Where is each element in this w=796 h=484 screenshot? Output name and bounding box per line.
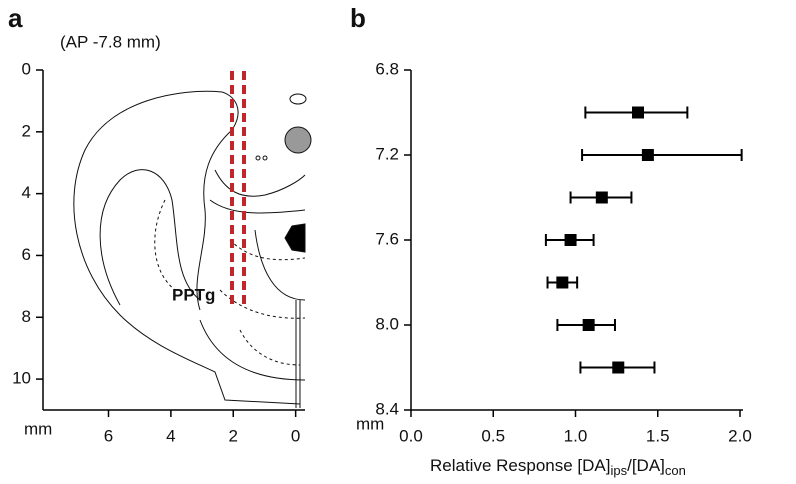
x-axis-label: mm xyxy=(24,419,52,438)
y-axis-label: mm xyxy=(356,414,384,433)
y-tick-label: 2 xyxy=(22,121,31,140)
marker xyxy=(556,276,569,289)
x-tick-label: 0.0 xyxy=(399,426,423,445)
x-tick-label: 4 xyxy=(166,426,175,445)
marker xyxy=(641,149,654,161)
y-tick-label: 7.2 xyxy=(375,144,399,163)
y-tick-label: 8.4 xyxy=(375,399,399,418)
x-tick-label: 0.5 xyxy=(481,426,505,445)
x-tick-label: 0 xyxy=(291,426,300,445)
marker xyxy=(564,234,577,246)
x-tick-label: 2.0 xyxy=(728,426,752,445)
marker xyxy=(582,319,595,331)
marker xyxy=(595,191,608,204)
brain-atlas-drawing xyxy=(73,90,312,408)
x-tick-label: 2 xyxy=(229,426,238,445)
x-tick-label: 6 xyxy=(104,426,113,445)
marker xyxy=(632,106,645,119)
panel-label: a xyxy=(8,3,23,33)
x-tick-label: 1.0 xyxy=(564,426,588,445)
x-tick-label: 1.5 xyxy=(646,426,670,445)
probe-tracks xyxy=(230,71,246,305)
subtitle: (AP -7.8 mm) xyxy=(60,32,161,51)
y-tick-label: 6.8 xyxy=(375,59,399,78)
y-tick-label: 10 xyxy=(12,369,31,388)
y-tick-label: 8.0 xyxy=(375,314,399,333)
y-tick-label: 0 xyxy=(22,59,31,78)
panel-label: b xyxy=(350,3,366,33)
x-axis-label: Relative Response [DA]ips/[DA]con xyxy=(430,456,686,478)
y-tick-label: 4 xyxy=(22,183,31,202)
y-tick-label: 7.6 xyxy=(375,229,399,248)
marker xyxy=(612,361,625,374)
annotation: PPTg xyxy=(172,285,215,304)
y-tick-label: 8 xyxy=(22,307,31,326)
y-tick-label: 6 xyxy=(22,245,31,264)
